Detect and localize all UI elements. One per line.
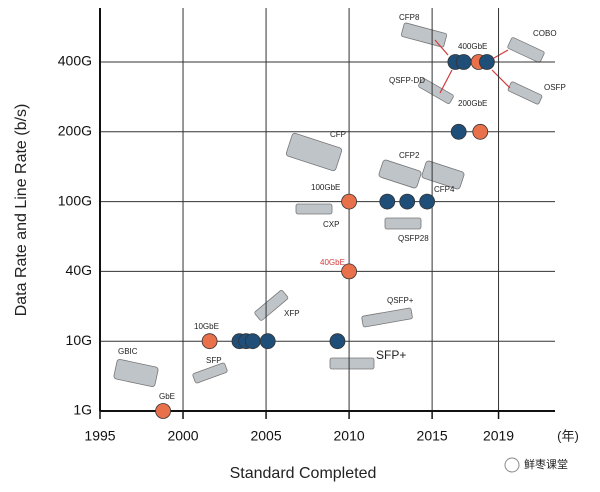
annotation: CFP2 xyxy=(399,151,420,160)
module-image xyxy=(192,362,228,384)
annotation: GbE xyxy=(159,392,175,401)
point xyxy=(450,123,467,140)
annotations: GBIC SFP GbE 10GbE XFP SFP+ CFP 100GbE C… xyxy=(118,13,566,401)
annotation: CFP xyxy=(330,130,346,139)
watermark-icon xyxy=(504,457,520,473)
module-image xyxy=(507,81,543,105)
y-tick-label: 1G xyxy=(73,402,92,418)
point xyxy=(201,333,218,350)
point xyxy=(155,403,172,419)
annotation: OSFP xyxy=(544,83,566,92)
point xyxy=(472,123,489,140)
x-tick-label: 2000 xyxy=(167,428,198,444)
annotation: SFP xyxy=(206,356,222,365)
module-image xyxy=(113,359,159,387)
module-image xyxy=(384,217,422,230)
y-tick-label: 400G xyxy=(58,53,92,69)
point xyxy=(419,193,436,210)
point xyxy=(341,193,357,210)
y-tick-label: 100G xyxy=(58,192,92,208)
point xyxy=(244,333,261,350)
arrows xyxy=(434,39,511,94)
module-image xyxy=(361,307,413,328)
annotation: 100GbE xyxy=(311,183,340,192)
arrow xyxy=(491,69,511,89)
annotation: GBIC xyxy=(118,347,138,356)
module-image xyxy=(285,132,343,172)
y-tick-label: 40G xyxy=(66,262,92,278)
module-image xyxy=(254,290,289,321)
point xyxy=(259,333,276,350)
module-image xyxy=(400,22,448,48)
point xyxy=(479,54,495,70)
point xyxy=(455,54,472,70)
module-image xyxy=(378,159,422,189)
x-tick-label: 2010 xyxy=(334,428,365,444)
annotation: 200GbE xyxy=(458,99,487,108)
arrow xyxy=(439,69,453,94)
module-images xyxy=(113,22,545,387)
annotation: CXP xyxy=(323,220,339,229)
y-tick-label: 10G xyxy=(66,332,92,348)
annotation: SFP+ xyxy=(376,348,406,362)
module-image xyxy=(418,78,454,104)
annotation: QSFP+ xyxy=(387,296,414,305)
x-tick-label: 2015 xyxy=(417,428,448,444)
point xyxy=(379,193,396,210)
y-tick-label: 200G xyxy=(58,123,92,139)
point xyxy=(341,263,357,280)
watermark: 鲜枣课堂 xyxy=(504,457,568,473)
arrow xyxy=(434,39,449,56)
x-axis-title: Standard Completed xyxy=(230,465,377,482)
x-tick-label: 2019 xyxy=(483,428,514,444)
module-image xyxy=(507,37,545,63)
annotation: 400GbE xyxy=(458,42,487,51)
arrow xyxy=(493,49,509,59)
x-tick-label: 1995 xyxy=(84,428,115,444)
annotation: QSFP-DD xyxy=(389,76,425,85)
annotation: 40GbE xyxy=(320,258,345,267)
annotation: QSFP28 xyxy=(398,234,429,243)
watermark-text: 鲜枣课堂 xyxy=(524,457,568,471)
annotation: CFP8 xyxy=(399,13,420,22)
annotation: XFP xyxy=(284,309,300,318)
annotation: 10GbE xyxy=(194,322,219,331)
x-tick-label: 2005 xyxy=(250,428,281,444)
module-image xyxy=(295,203,333,215)
point xyxy=(329,333,346,350)
annotation: COBO xyxy=(533,29,557,38)
module-image xyxy=(329,357,375,370)
annotation: CFP4 xyxy=(434,185,455,194)
point xyxy=(399,193,416,210)
x-unit: (年) xyxy=(557,428,579,443)
y-axis-title: Data Rate and Line Rate (b/s) xyxy=(13,104,30,317)
